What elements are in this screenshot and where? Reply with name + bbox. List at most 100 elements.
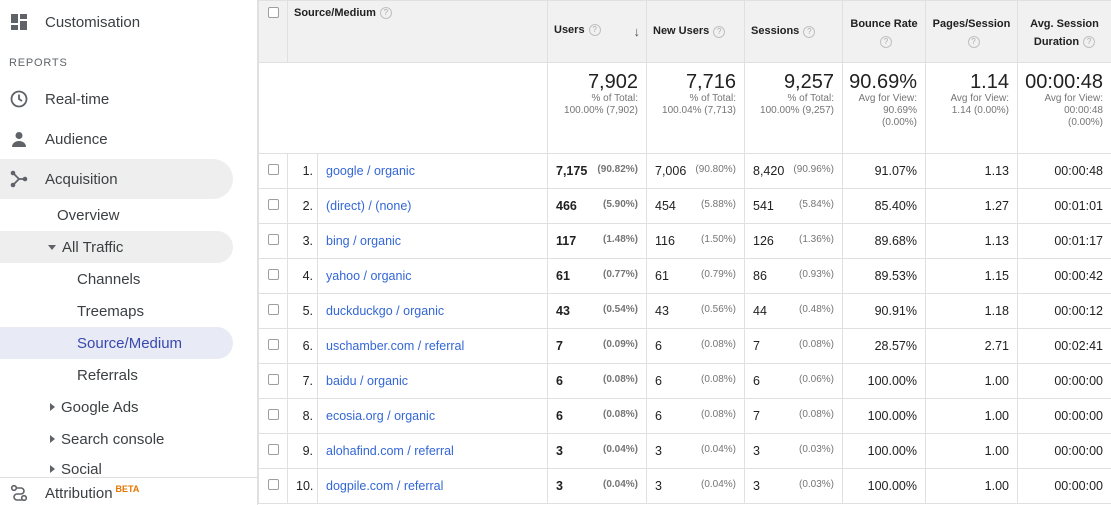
source-medium-link[interactable]: dogpile.com / referral [326, 479, 444, 493]
row-users: 61 [556, 269, 570, 283]
help-icon[interactable]: ? [880, 36, 892, 49]
row-index: 3. [287, 223, 318, 259]
source-medium-link[interactable]: yahoo / organic [326, 269, 412, 283]
nav-overview[interactable]: Overview [57, 199, 120, 231]
source-medium-link[interactable]: baidu / organic [326, 374, 409, 388]
header-avg-session-duration[interactable]: Avg. Session Duration? [1017, 0, 1111, 63]
select-all-checkbox[interactable] [267, 7, 279, 18]
row-checkbox[interactable] [267, 269, 279, 280]
nav-social[interactable]: Social [50, 455, 102, 475]
sidebar-divider [0, 477, 257, 478]
nav-realtime[interactable]: Real-time [0, 79, 233, 119]
header-bounce-rate[interactable]: Bounce Rate? [842, 0, 926, 63]
row-bounce-rate: 100.00% [842, 363, 926, 399]
nav-search-console[interactable]: Search console [50, 423, 164, 455]
nav-customisation[interactable]: Customisation [0, 2, 233, 42]
source-medium-link[interactable]: uschamber.com / referral [326, 339, 465, 353]
source-medium-link[interactable]: alohafind.com / referral [326, 444, 454, 458]
help-icon[interactable]: ? [713, 25, 726, 38]
nav-acquisition[interactable]: Acquisition [0, 159, 233, 199]
table-row[interactable]: 6. uschamber.com / referral 7 (0.09%) 6 (0… [258, 328, 1111, 364]
help-icon[interactable]: ? [1083, 36, 1096, 49]
row-users-pct: (0.77%) [602, 269, 638, 280]
row-new-users-cell: 3 (0.04%) [646, 433, 745, 469]
row-users-cell: 7,175 (90.82%) [547, 153, 647, 189]
row-pages-session: 1.13 [925, 223, 1018, 259]
nav-attribution-label: Attribution [45, 485, 113, 502]
header-users[interactable]: Users? ↓ [547, 0, 647, 63]
source-medium-link[interactable]: google / organic [326, 164, 415, 178]
row-checkbox[interactable] [267, 409, 279, 420]
header-new-users[interactable]: New Users? [646, 0, 745, 63]
header-pages-session[interactable]: Pages/Session? [925, 0, 1018, 63]
total-avg-duration-avg: 00:00:48 [1064, 105, 1103, 116]
nav-attribution[interactable]: Attribution BETA [0, 478, 233, 505]
row-checkbox[interactable] [267, 304, 279, 315]
source-medium-link[interactable]: ecosia.org / organic [326, 409, 436, 423]
table-row[interactable]: 8. ecosia.org / organic 6 (0.08%) 6 (0.08%… [258, 398, 1111, 434]
row-avg-duration: 00:01:17 [1017, 223, 1111, 259]
help-icon[interactable]: ? [588, 24, 601, 37]
row-sessions: 541 [753, 199, 774, 213]
total-bounce-rate: 90.69% Avg for View: 90.69% (0.00%) [842, 62, 926, 154]
total-avg-duration-value: 00:00:48 [1025, 71, 1103, 93]
header-source-medium[interactable]: Source/Medium? [287, 0, 548, 63]
row-users-cell: 6 (0.08%) [547, 363, 647, 399]
sort-descending-icon[interactable]: ↓ [633, 24, 641, 39]
row-new-users-pct: (0.04%) [700, 444, 736, 455]
row-select-cell [258, 153, 288, 189]
source-medium-link[interactable]: duckduckgo / organic [326, 304, 445, 318]
table-row[interactable]: 4. yahoo / organic 61 (0.77%) 61 (0.79%) 8… [258, 258, 1111, 294]
row-pages-session: 1.00 [925, 398, 1018, 434]
row-users-pct: (0.09%) [602, 339, 638, 350]
nav-source-medium[interactable]: Source/Medium [0, 327, 233, 359]
source-medium-link[interactable]: (direct) / (none) [326, 199, 412, 213]
nav-referrals[interactable]: Referrals [77, 359, 138, 391]
row-source-cell: yahoo / organic [317, 258, 548, 294]
table-row[interactable]: 2. (direct) / (none) 466 (5.90%) 454 (5.88… [258, 188, 1111, 224]
row-sessions-pct: (0.03%) [798, 479, 834, 490]
row-sessions-pct: (0.06%) [798, 374, 834, 385]
nav-all-traffic[interactable]: All Traffic [0, 231, 233, 263]
row-checkbox[interactable] [267, 199, 279, 210]
nav-treemaps[interactable]: Treemaps [77, 295, 144, 327]
total-users-value: 7,902 [587, 71, 638, 93]
row-sessions-cell: 3 (0.03%) [744, 433, 843, 469]
help-icon[interactable]: ? [967, 36, 980, 49]
nav-realtime-label: Real-time [45, 90, 110, 108]
table-row[interactable]: 3. bing / organic 117 (1.48%) 116 (1.50%) … [258, 223, 1111, 259]
table-row[interactable]: 1. google / organic 7,175 (90.82%) 7,006 (… [258, 153, 1111, 189]
row-checkbox[interactable] [267, 164, 279, 175]
row-users-cell: 117 (1.48%) [547, 223, 647, 259]
header-source-medium-label: Source/Medium [294, 7, 376, 19]
row-checkbox[interactable] [267, 374, 279, 385]
row-sessions-cell: 8,420 (90.96%) [744, 153, 843, 189]
help-icon[interactable]: ? [379, 7, 392, 20]
row-users: 3 [556, 444, 563, 458]
nav-channels[interactable]: Channels [77, 263, 140, 295]
header-sessions[interactable]: Sessions? [744, 0, 843, 63]
nav-audience[interactable]: Audience [0, 119, 233, 159]
source-medium-link[interactable]: bing / organic [326, 234, 402, 248]
row-avg-duration: 00:00:48 [1017, 153, 1111, 189]
row-new-users-cell: 61 (0.79%) [646, 258, 745, 294]
row-index: 9. [287, 433, 318, 469]
total-sessions-value: 9,257 [783, 71, 834, 93]
table-row[interactable]: 9. alohafind.com / referral 3 (0.04%) 3 (0… [258, 433, 1111, 469]
table-row[interactable]: 10. dogpile.com / referral 3 (0.04%) 3 (0.… [258, 468, 1111, 504]
row-checkbox[interactable] [267, 444, 279, 455]
row-checkbox[interactable] [267, 234, 279, 245]
row-sessions: 3 [753, 444, 760, 458]
table-row[interactable]: 5. duckduckgo / organic 43 (0.54%) 43 (0.5… [258, 293, 1111, 329]
row-sessions-pct: (5.84%) [798, 199, 834, 210]
nav-google-ads[interactable]: Google Ads [50, 391, 139, 423]
help-icon[interactable]: ? [803, 25, 816, 38]
row-checkbox[interactable] [267, 339, 279, 350]
row-sessions-cell: 126 (1.36%) [744, 223, 843, 259]
row-users: 43 [556, 304, 570, 318]
row-pages-session: 1.15 [925, 258, 1018, 294]
row-users: 7 [556, 339, 563, 353]
table-row[interactable]: 7. baidu / organic 6 (0.08%) 6 (0.08%) 6 (0… [258, 363, 1111, 399]
row-checkbox[interactable] [267, 479, 279, 490]
total-sessions-caption: % of Total: [787, 93, 834, 104]
